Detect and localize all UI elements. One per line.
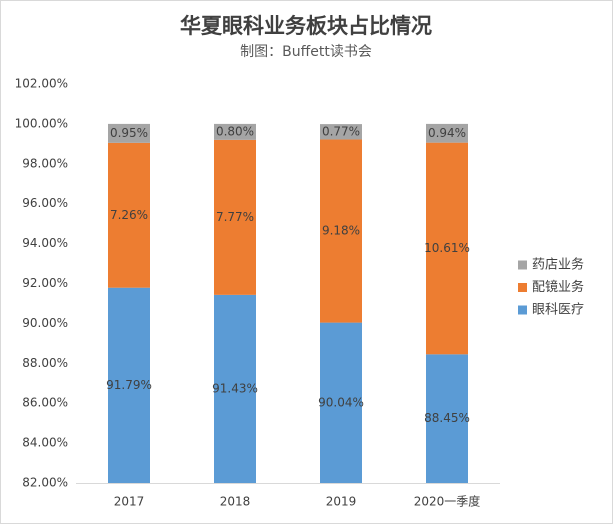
y-tick-label: 102.00%: [15, 77, 68, 91]
data-label: 0.95%: [110, 126, 148, 140]
bar-segment: [214, 139, 256, 295]
bar-segment: [320, 139, 362, 323]
bar-segment: [214, 123, 256, 140]
data-label: 0.94%: [428, 126, 466, 140]
data-label: 88.45%: [424, 411, 470, 425]
data-label: 0.77%: [322, 124, 360, 138]
legend-label: 眼科医疗: [532, 303, 584, 318]
bar-segment: [426, 354, 468, 483]
x-tick-label: 2018: [220, 495, 251, 509]
legend-label: 药店业务: [532, 257, 584, 273]
data-label: 7.26%: [110, 208, 148, 222]
bar-segment: [214, 294, 256, 483]
chart-subtitle: 制图：Buffett读书会: [240, 43, 372, 60]
chart-title: 华夏眼科业务板块占比情况: [180, 14, 432, 38]
legend-swatch: [518, 305, 527, 315]
x-tick-label: 2019: [326, 495, 357, 509]
bar-segment: [426, 123, 468, 143]
data-label: 10.61%: [424, 241, 470, 255]
x-tick-label: 2017: [114, 495, 145, 509]
bar-segment: [320, 124, 362, 140]
y-tick-label: 94.00%: [22, 236, 68, 250]
y-tick-label: 88.00%: [22, 356, 68, 370]
legend-swatch: [518, 260, 527, 270]
y-tick-label: 92.00%: [22, 276, 68, 290]
bar-segment: [108, 123, 150, 143]
data-label: 9.18%: [322, 224, 360, 238]
y-tick-label: 96.00%: [22, 196, 68, 210]
y-tick-label: 98.00%: [22, 156, 68, 170]
y-tick-label: 90.00%: [22, 316, 68, 330]
x-tick-label: 2020一季度: [414, 494, 481, 509]
data-label: 7.77%: [216, 210, 254, 224]
y-tick-label: 86.00%: [22, 396, 68, 410]
y-tick-label: 84.00%: [22, 436, 68, 450]
legend-swatch: [518, 283, 527, 292]
data-label: 91.79%: [106, 378, 152, 392]
data-label: 0.80%: [216, 124, 254, 138]
y-tick-label: 100.00%: [15, 116, 68, 130]
bar-segment: [108, 142, 150, 288]
y-tick-label: 82.00%: [22, 476, 68, 490]
bar-segment: [108, 287, 150, 483]
bar-segment: [320, 322, 362, 483]
data-label: 91.43%: [212, 381, 258, 395]
legend-label: 配镜业务: [532, 279, 584, 295]
data-label: 90.04%: [318, 395, 364, 409]
bar-segment: [426, 142, 468, 355]
